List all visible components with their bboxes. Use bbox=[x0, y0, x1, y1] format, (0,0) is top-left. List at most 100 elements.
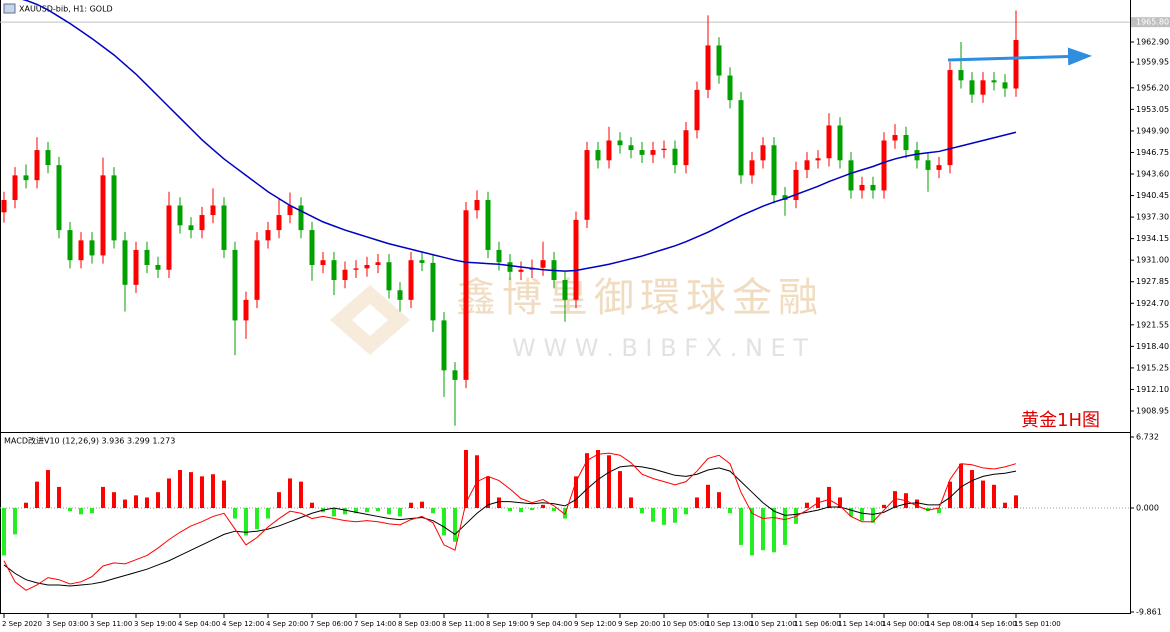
histogram-bar bbox=[618, 471, 622, 508]
candle-body bbox=[133, 249, 139, 285]
candle-body bbox=[507, 262, 513, 272]
trend-arrow bbox=[947, 47, 1092, 66]
candle-body bbox=[441, 320, 447, 371]
candle-body bbox=[848, 160, 854, 191]
histogram-bar bbox=[420, 501, 424, 508]
histogram-bar bbox=[640, 507, 644, 514]
candle-body bbox=[595, 150, 601, 161]
y-tick-label: 1937.30 bbox=[1136, 213, 1169, 222]
histogram-bar bbox=[849, 507, 853, 517]
y-tick-label: 1934.15 bbox=[1136, 234, 1169, 243]
histogram-bar bbox=[948, 481, 952, 508]
histogram-bar bbox=[684, 507, 688, 515]
candle-body bbox=[287, 205, 293, 216]
y-tick-label: 1908.95 bbox=[1136, 407, 1169, 416]
histogram-bar bbox=[145, 497, 149, 508]
candle-body bbox=[1, 199, 7, 213]
histogram-bar bbox=[398, 507, 402, 517]
x-tick-label: 3 Sep 19:00 bbox=[134, 620, 176, 628]
histogram-bar bbox=[893, 491, 897, 508]
histogram-bar bbox=[57, 486, 61, 508]
y-tick-label: 6.732 bbox=[1136, 433, 1159, 442]
histogram-bar bbox=[156, 492, 160, 508]
histogram-bar bbox=[299, 481, 303, 508]
candle-body bbox=[353, 268, 359, 270]
histogram-bar bbox=[838, 497, 842, 508]
candle-body bbox=[463, 210, 469, 380]
current-price-box bbox=[1131, 17, 1170, 28]
candle-body bbox=[562, 280, 568, 300]
histogram-bar bbox=[937, 507, 941, 514]
candle-body bbox=[474, 199, 480, 211]
y-tick-label: 1946.75 bbox=[1136, 148, 1169, 157]
x-tick-label: 15 Sep 01:00 bbox=[1014, 620, 1061, 628]
histogram-bar bbox=[277, 492, 281, 508]
candle-body bbox=[771, 145, 777, 196]
y-tick-label: 1962.90 bbox=[1136, 37, 1169, 46]
histogram-bar bbox=[585, 453, 589, 508]
x-tick-label: 7 Sep 06:00 bbox=[310, 620, 352, 628]
candle-body bbox=[100, 175, 106, 256]
y-tick-label: 1927.85 bbox=[1136, 277, 1169, 286]
y-tick-label: -9.861 bbox=[1136, 608, 1162, 617]
histogram-bar bbox=[68, 507, 72, 512]
axes: 1962.90 1959.95 1956.20 1953.05 1949.90 1946.… bbox=[2, 17, 1170, 628]
y-tick-label: 1953.05 bbox=[1136, 105, 1169, 114]
watermark-logo bbox=[330, 285, 410, 355]
histogram-bar bbox=[651, 507, 655, 522]
candle-body bbox=[430, 262, 436, 321]
candle-body bbox=[386, 262, 392, 291]
histogram-bar bbox=[860, 507, 864, 521]
histogram-bar bbox=[354, 507, 358, 514]
candle-body bbox=[12, 175, 18, 200]
candle-body bbox=[210, 205, 216, 216]
histogram-bar bbox=[233, 507, 237, 519]
candle-body bbox=[331, 260, 337, 281]
x-tick-label: 14 Sep 00:00 bbox=[882, 620, 929, 628]
candle-body bbox=[496, 249, 502, 263]
candle-body bbox=[1013, 39, 1019, 89]
x-tick-label: 2 Sep 2020 bbox=[2, 620, 42, 628]
candle-body bbox=[573, 219, 579, 300]
candle-body bbox=[738, 100, 744, 176]
histogram-bar bbox=[607, 455, 611, 508]
histogram-bar bbox=[409, 502, 413, 508]
candle-body bbox=[243, 299, 249, 321]
x-tick-label: 14 Sep 08:00 bbox=[926, 620, 973, 628]
histogram-bar bbox=[167, 478, 171, 508]
y-tick-label: 1918.40 bbox=[1136, 342, 1169, 351]
histogram-bar bbox=[915, 499, 919, 508]
y-tick-label: 1915.25 bbox=[1136, 363, 1169, 372]
histogram-bar bbox=[189, 472, 193, 508]
candle-body bbox=[199, 215, 205, 231]
histogram-bar bbox=[134, 495, 138, 508]
candle-body bbox=[540, 260, 546, 268]
histogram-bar bbox=[101, 486, 105, 508]
y-tick-label: 1940.45 bbox=[1136, 191, 1169, 200]
candle-body bbox=[111, 175, 117, 241]
candle-body bbox=[364, 264, 370, 269]
histogram-bar bbox=[387, 507, 391, 515]
histogram-bar bbox=[90, 507, 94, 514]
histogram-bar bbox=[772, 507, 776, 553]
candle-body bbox=[705, 45, 711, 90]
x-tick-label: 7 Sep 14:00 bbox=[354, 620, 396, 628]
histogram-bar bbox=[123, 499, 127, 508]
histogram-bar bbox=[178, 470, 182, 508]
moving-average bbox=[21, 0, 1017, 272]
candle-body bbox=[716, 45, 722, 76]
candle-body bbox=[683, 130, 689, 166]
histogram-bar bbox=[728, 507, 732, 514]
candle-body bbox=[804, 160, 810, 170]
histogram-bar bbox=[46, 470, 50, 508]
macd-line bbox=[3, 452, 1017, 591]
histogram-bar bbox=[13, 507, 17, 535]
candle-body bbox=[67, 230, 73, 261]
histogram-bar bbox=[574, 476, 578, 508]
candle-body bbox=[45, 150, 51, 166]
y-tick-label: 1959.95 bbox=[1136, 58, 1169, 67]
symbol-icon bbox=[3, 3, 16, 14]
candle-body bbox=[606, 140, 612, 161]
